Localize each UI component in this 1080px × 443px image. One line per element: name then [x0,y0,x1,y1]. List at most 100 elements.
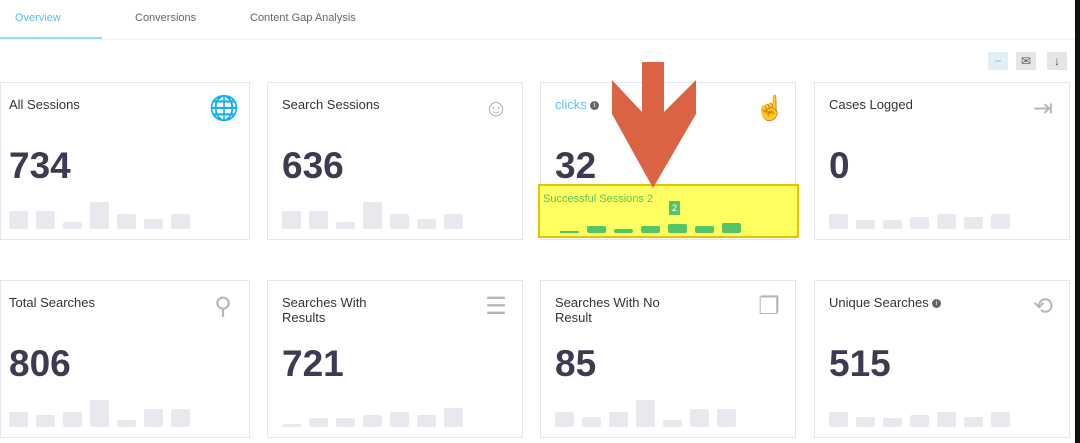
email-button[interactable]: ✉ [1016,52,1036,70]
spark-bar [690,409,709,427]
tab-bar: Overview Conversions Content Gap Analysi… [0,0,1080,40]
window-edge [1075,0,1080,443]
spark-bar [636,400,655,427]
spark-bar [390,412,409,427]
tab-conversions[interactable]: Conversions [135,12,197,24]
card-value: 734 [9,145,71,186]
spark-bar [883,220,902,229]
collapse-button[interactable]: − [988,52,1008,70]
card-title: clicks i [555,97,675,112]
spark-bar [171,214,190,229]
sparkline [829,397,1010,427]
spark-bar [144,218,163,229]
sparkline [282,397,463,427]
active-tab-indicator [0,37,102,39]
card-title: Searches With No Result [555,295,660,325]
tab-overview[interactable]: Overview [15,12,61,24]
spark-bar [937,214,956,229]
bar[interactable] [695,225,714,233]
spark-bar [829,214,848,229]
spark-bar [856,416,875,427]
spark-bar [883,418,902,427]
bar[interactable] [641,225,660,233]
spark-bar [856,220,875,229]
spark-bar [144,409,163,427]
card-title: Searches With Results [282,295,367,325]
copy-icon: ❐ [758,293,780,320]
card-value: 0 [829,145,850,186]
bar[interactable] [614,228,633,233]
bar[interactable] [587,226,606,233]
metric-card: Searches With Results 721 ☰ [267,280,523,438]
spark-bar [609,412,628,427]
card-value: 806 [9,343,71,384]
sparkline [9,199,190,229]
info-icon[interactable]: i [931,299,941,309]
metric-card: All Sessions 734 🌐 [0,82,250,240]
spark-bar [90,202,109,229]
spark-bar [117,419,136,427]
spark-bar [363,202,382,229]
spark-bar [63,412,82,427]
bar-tooltip: 2 [669,201,681,215]
spark-bar [444,407,463,427]
card-title: Search Sessions [282,97,380,112]
card-value: 32 [555,145,597,186]
download-button[interactable]: ↓ [1047,52,1067,70]
spark-bar [937,412,956,427]
metric-card: Total Searches 806 ⚲ [0,280,250,438]
card-value: 636 [282,145,344,186]
spark-bar [390,214,409,229]
card-value: 515 [829,343,891,384]
spark-bar [717,409,736,427]
search-icon: ⚲ [214,293,232,320]
info-icon[interactable]: i [589,101,599,111]
search-refresh-icon: ⟲ [1032,293,1054,320]
bar[interactable] [668,224,687,233]
sign-in-icon: ⇥ [1032,95,1054,122]
spark-bar [363,415,382,427]
spark-bar [309,418,328,427]
successful-sessions-bars [560,223,741,233]
spark-bar [829,412,848,427]
spark-bar [991,214,1010,229]
spark-bar [9,211,28,229]
spark-bar [964,416,983,427]
tap-icon: ☝ [755,95,785,122]
card-title: Total Searches [9,295,95,310]
spark-bar [36,211,55,229]
spark-bar [90,400,109,427]
spark-bar [36,415,55,427]
card-value: 721 [282,343,344,384]
spark-bar [336,221,355,229]
card-value: 85 [555,343,597,384]
metric-card: Cases Logged 0 ⇥ [814,82,1070,240]
metric-card: Searches With No Result 85 ❐ [540,280,796,438]
spark-bar [117,214,136,229]
spark-bar [309,211,328,229]
bar[interactable] [560,230,579,233]
list-icon: ☰ [485,293,507,320]
arrow-down-icon [612,62,696,188]
spark-bar [582,416,601,427]
spark-bar [991,412,1010,427]
card-title: All Sessions [9,97,80,112]
spark-bar [282,211,301,229]
spark-bar [171,409,190,427]
sparkline [282,199,463,229]
globe-icon: 🌐 [209,95,239,122]
spark-bar [555,412,574,427]
card-title: Unique Searches i [829,295,949,310]
face-icon: ☺ [483,95,509,122]
spark-bar [282,424,301,427]
highlight-box: Successful Sessions 2 2 [538,184,799,238]
sparkline [829,199,1010,229]
card-title: Cases Logged [829,97,913,112]
tab-content-gap-analysis[interactable]: Content Gap Analysis [250,12,356,24]
spark-bar [964,217,983,229]
bar[interactable] [722,223,741,233]
spark-bar [336,418,355,427]
tooltip-label: Successful Sessions 2 [543,193,654,205]
sparkline [555,397,736,427]
spark-bar [910,415,929,427]
